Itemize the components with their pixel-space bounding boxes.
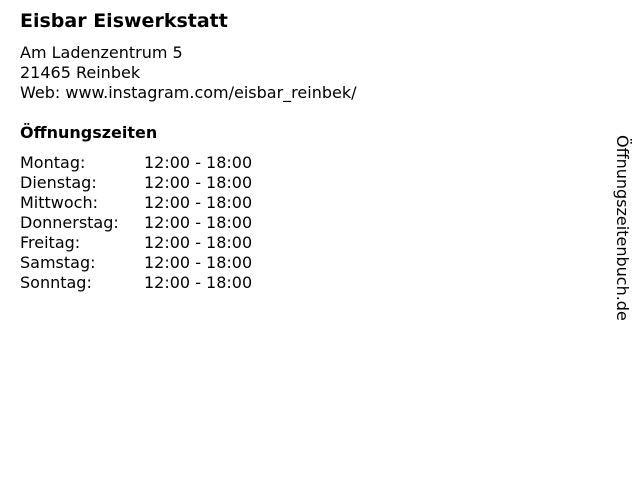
hours-row: Donnerstag: 12:00 - 18:00: [20, 213, 252, 233]
address-block: Am Ladenzentrum 5 21465 Reinbek Web: www…: [20, 43, 356, 103]
day-label: Mittwoch:: [20, 193, 98, 212]
day-label: Montag:: [20, 153, 86, 172]
business-name: Eisbar Eiswerkstatt: [20, 10, 228, 32]
website: Web: www.instagram.com/eisbar_reinbek/: [20, 83, 357, 102]
day-label: Freitag:: [20, 233, 81, 252]
time-range: 12:00 - 18:00: [144, 193, 253, 212]
day-label: Donnerstag:: [20, 213, 119, 232]
hours-row: Montag: 12:00 - 18:00: [20, 153, 252, 173]
city: 21465 Reinbek: [20, 63, 141, 82]
time-range: 12:00 - 18:00: [144, 253, 253, 272]
time-range: 12:00 - 18:00: [144, 153, 253, 172]
time-range: 12:00 - 18:00: [144, 233, 253, 252]
day-label: Dienstag:: [20, 173, 97, 192]
hours-heading: Öffnungszeiten: [20, 123, 158, 142]
time-range: 12:00 - 18:00: [144, 213, 253, 232]
watermark: Öffnungszeitenbuch.de: [613, 135, 632, 321]
time-range: 12:00 - 18:00: [144, 273, 253, 292]
hours-row: Samstag: 12:00 - 18:00: [20, 253, 252, 273]
day-label: Samstag:: [20, 253, 96, 272]
street: Am Ladenzentrum 5: [20, 43, 183, 62]
day-label: Sonntag:: [20, 273, 92, 292]
hours-row: Mittwoch: 12:00 - 18:00: [20, 193, 252, 213]
hours-row: Dienstag: 12:00 - 18:00: [20, 173, 252, 193]
hours-row: Freitag: 12:00 - 18:00: [20, 233, 252, 253]
hours-table: Montag: 12:00 - 18:00 Dienstag: 12:00 - 18…: [20, 153, 252, 293]
time-range: 12:00 - 18:00: [144, 173, 253, 192]
hours-row: Sonntag: 12:00 - 18:00: [20, 273, 252, 293]
